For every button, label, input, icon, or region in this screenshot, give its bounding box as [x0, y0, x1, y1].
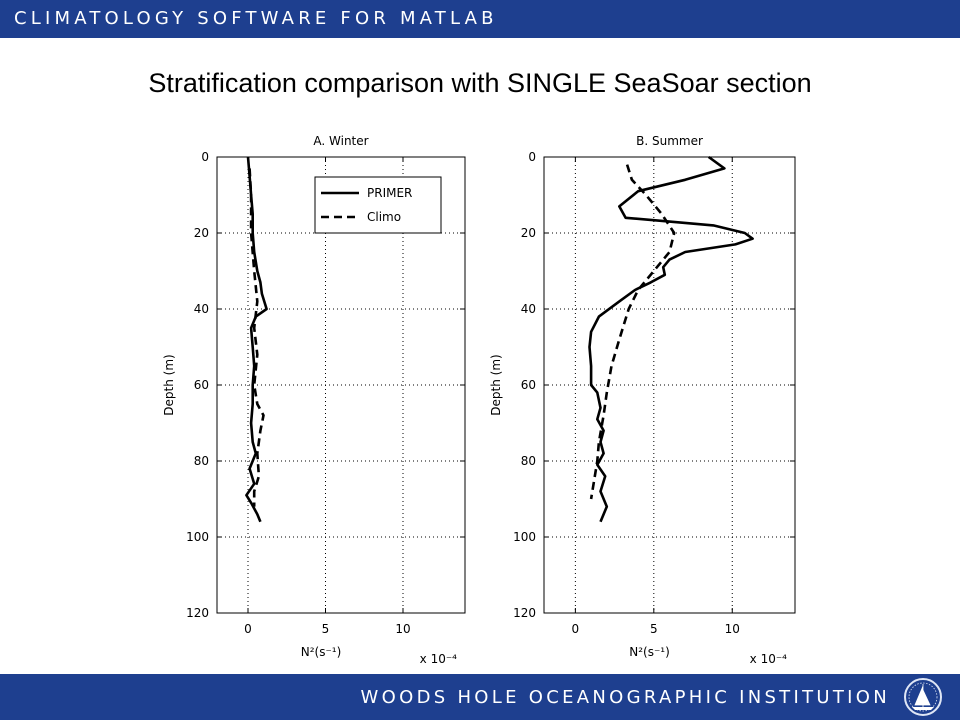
series-primer — [245, 156, 268, 523]
x-tick-label: 5 — [322, 622, 330, 636]
y-tick-label: 100 — [513, 530, 536, 544]
top-banner: CLIMATOLOGY SOFTWARE FOR MATLAB — [0, 0, 960, 38]
x-axis-multiplier: x 10⁻⁴ — [750, 652, 788, 666]
y-tick-label: 100 — [186, 530, 209, 544]
y-tick-label: 20 — [194, 226, 209, 240]
legend-label-primer: PRIMER — [367, 186, 412, 200]
banner-title: CLIMATOLOGY SOFTWARE FOR MATLAB — [14, 8, 498, 29]
plot-frame — [543, 156, 796, 614]
institution-name: WOODS HOLE OCEANOGRAPHIC INSTITUTION — [360, 687, 890, 708]
x-tick-label: 10 — [395, 622, 410, 636]
y-tick-label: 40 — [521, 302, 536, 316]
y-tick-label: 60 — [521, 378, 536, 392]
series-climo — [248, 168, 265, 507]
series-primer — [588, 155, 754, 523]
y-axis-label: Depth (m) — [162, 354, 176, 415]
x-tick-label: 0 — [572, 622, 580, 636]
y-tick-label: 40 — [194, 302, 209, 316]
chart-title: B. Summer — [636, 134, 703, 148]
slide-title: Stratification comparison with SINGLE Se… — [148, 68, 812, 98]
bottom-banner: WOODS HOLE OCEANOGRAPHIC INSTITUTION — [0, 674, 960, 720]
x-axis-label: N²(s⁻¹) — [301, 645, 342, 659]
y-tick-label: 0 — [201, 150, 209, 164]
series-climo — [589, 164, 676, 500]
legend-box — [314, 176, 442, 234]
y-axis-label: Depth (m) — [489, 354, 503, 415]
y-tick-label: 20 — [521, 226, 536, 240]
y-tick-label: 120 — [186, 606, 209, 620]
x-tick-label: 0 — [244, 622, 252, 636]
y-tick-label: 0 — [528, 150, 536, 164]
chart-title: A. Winter — [313, 134, 368, 148]
y-tick-label: 80 — [521, 454, 536, 468]
x-axis-label: N²(s⁻¹) — [629, 645, 670, 659]
y-tick-label: 60 — [194, 378, 209, 392]
x-tick-label: 10 — [725, 622, 740, 636]
y-tick-label: 80 — [194, 454, 209, 468]
y-tick-label: 120 — [513, 606, 536, 620]
whoi-sailboat-logo-icon — [904, 678, 942, 716]
x-axis-multiplier: x 10⁻⁴ — [420, 652, 458, 666]
x-tick-label: 5 — [650, 622, 658, 636]
legend-label-climo: Climo — [367, 210, 401, 224]
